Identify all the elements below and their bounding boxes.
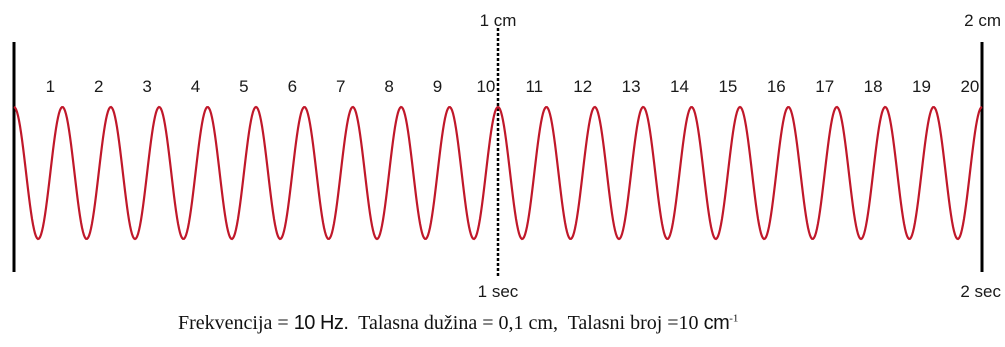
cycle-label-10: 10 [476, 77, 495, 96]
cycle-label-15: 15 [718, 77, 737, 96]
frequency-value: 10 Hz. [293, 312, 349, 334]
scale-label-1sec: 1 sec [478, 282, 519, 301]
wave-figure: 1 cm 2 cm 1 sec 2 sec 1 2 3 4 5 6 7 8 9 10 11 12 13 1… [12, 11, 1001, 301]
cycle-label-8: 8 [384, 77, 393, 96]
cycle-label-18: 18 [864, 77, 883, 96]
cycle-label-2: 2 [94, 77, 103, 96]
wavenumber-unit: cm [703, 312, 730, 334]
wavenumber-text: Talasni broj =10 [557, 312, 704, 334]
scale-label-2sec: 2 sec [960, 282, 1001, 301]
cycle-label-5: 5 [239, 77, 248, 96]
cycle-label-14: 14 [670, 77, 689, 96]
cycle-number-labels: 1 2 3 4 5 6 7 8 9 10 11 12 13 14 15 16 17 18 19 20 [46, 77, 980, 96]
wavelength-text: Talasna dužina = 0,1 cm, [348, 312, 558, 334]
cycle-label-1: 1 [46, 77, 55, 96]
cycle-label-7: 7 [336, 77, 345, 96]
cycle-label-6: 6 [288, 77, 297, 96]
cycle-label-9: 9 [433, 77, 442, 96]
cycle-label-20: 20 [960, 77, 979, 96]
caption: Frekvencija = 10 Hz. Talasna dužina = 0,… [178, 312, 738, 335]
sine-wave [13, 105, 983, 241]
cycle-label-11: 11 [525, 77, 543, 96]
scale-label-1cm: 1 cm [480, 11, 517, 30]
cycle-label-17: 17 [815, 77, 834, 96]
cycle-label-19: 19 [912, 77, 931, 96]
cycle-label-13: 13 [622, 77, 641, 96]
cycle-label-4: 4 [191, 77, 200, 96]
wavenumber-exponent: -1 [729, 312, 739, 325]
cycle-label-12: 12 [573, 77, 592, 96]
cycle-label-16: 16 [767, 77, 786, 96]
scale-label-2cm: 2 cm [964, 11, 1001, 30]
cycle-label-3: 3 [142, 77, 151, 96]
frequency-label: Frekvencija = [178, 312, 294, 334]
